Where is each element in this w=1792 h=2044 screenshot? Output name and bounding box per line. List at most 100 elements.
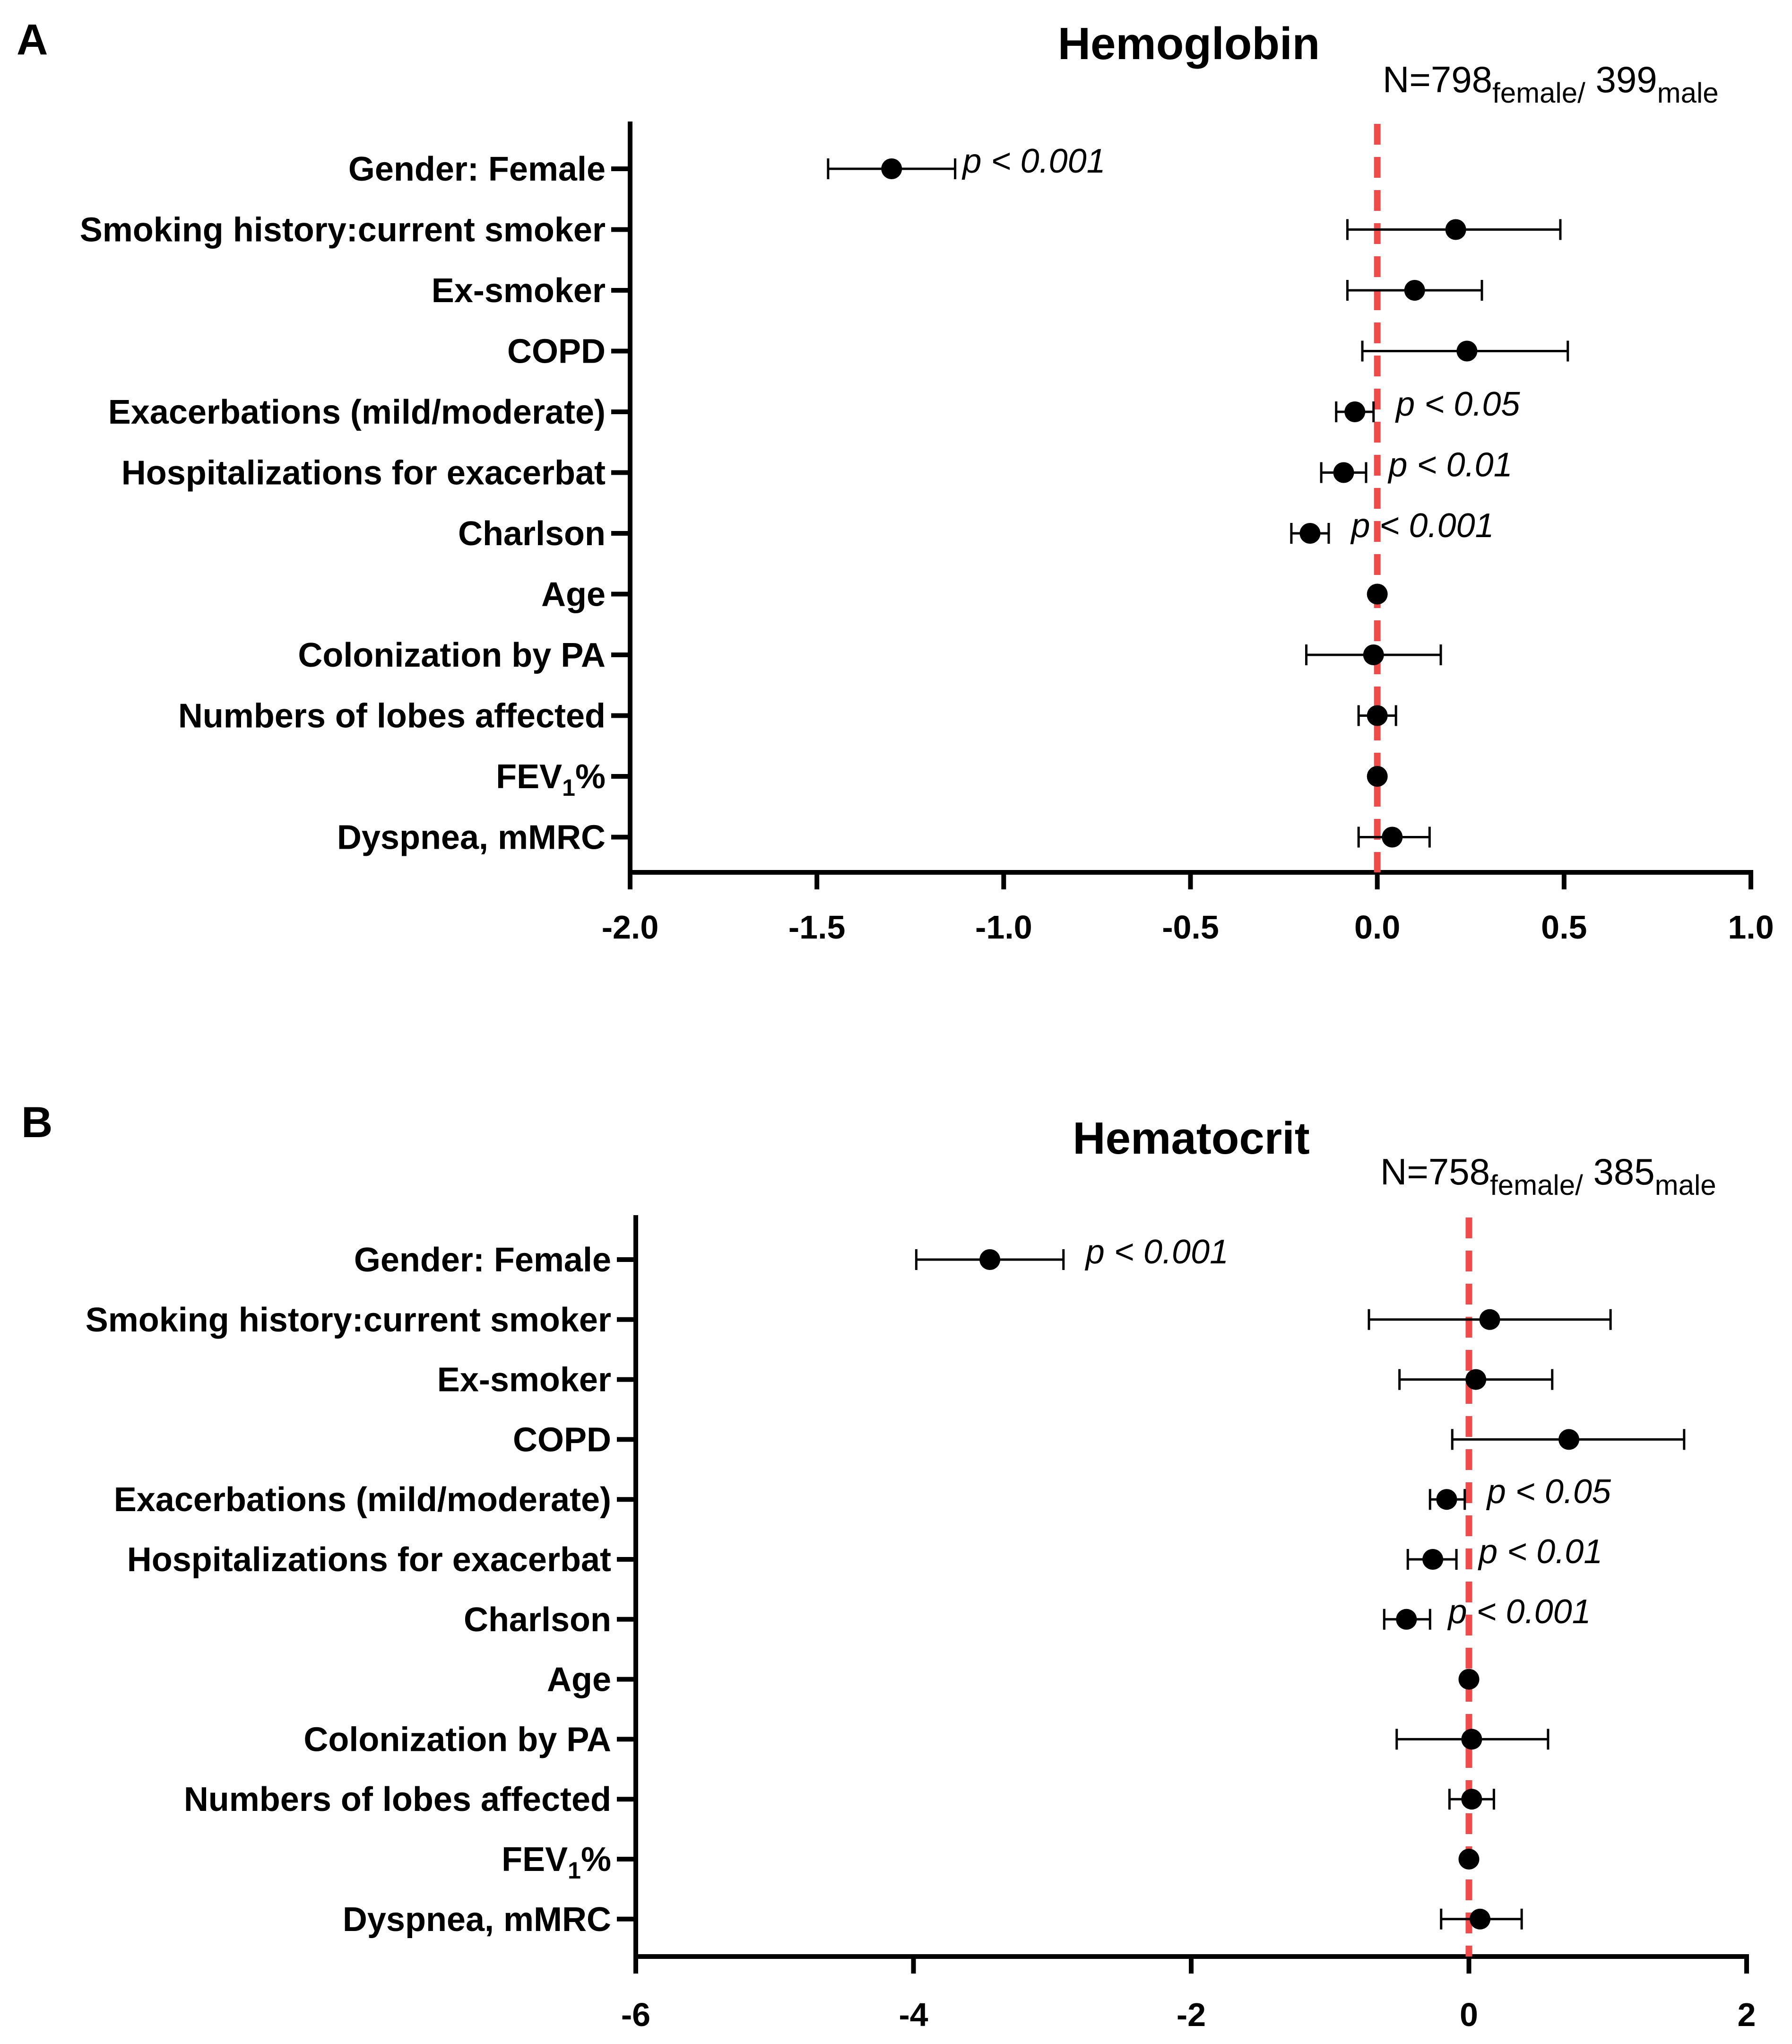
hemoglobin-estimate-point (881, 158, 902, 179)
hemoglobin-estimate-point (1382, 826, 1403, 848)
hemoglobin-estimate-point (1333, 462, 1354, 483)
x-tick-label: -0.5 (1162, 909, 1219, 946)
hematocrit-panel: B Hematocrit N=758female/ 385male -6 -4 -2 0 2 G… (21, 1098, 1756, 2033)
x-tick-label: -2 (1177, 1996, 1206, 2033)
hematocrit-estimate-point (1465, 1369, 1487, 1390)
p-value-annotation: p < 0.001 (1447, 1593, 1591, 1631)
n-male-label: male (1657, 77, 1719, 109)
category-label-suffix: % (575, 758, 606, 796)
category-label-text: Smoking history:current smoker (86, 1301, 611, 1339)
panel-letter: A (17, 16, 48, 64)
n-female-count: N=798 (1383, 59, 1492, 100)
x-tick-label: -1.5 (788, 909, 846, 946)
hematocrit-estimate-point (1422, 1549, 1444, 1570)
n-male-label: male (1655, 1169, 1716, 1201)
category-label: Smoking history:current smoker (86, 1301, 611, 1339)
category-label-text: Charlson (458, 515, 606, 553)
category-label-text: Colonization by PA (298, 636, 606, 674)
p-value-annotation: p < 0.01 (1387, 446, 1512, 484)
category-label-text: Dyspnea, mMRC (337, 819, 606, 857)
x-tick-label: 1.0 (1728, 909, 1774, 946)
sample-size-annotation: N=758female/ 385male (1380, 1151, 1716, 1201)
sample-size-annotation: N=798female/ 399male (1383, 59, 1719, 109)
hemoglobin-estimate-point (1404, 280, 1425, 301)
n-female-count: N=758 (1380, 1151, 1490, 1192)
hematocrit-estimate-point (1436, 1489, 1457, 1510)
category-label-text: COPD (513, 1421, 611, 1459)
category-label: Ex-smoker (437, 1361, 611, 1399)
category-label: Gender: Female (354, 1241, 611, 1279)
category-label-subscript: 1 (568, 1857, 581, 1884)
x-tick-label: -6 (621, 1996, 650, 2033)
category-label: Colonization by PA (303, 1721, 611, 1758)
hemoglobin-estimate-point (1367, 766, 1388, 787)
n-female-label: female/ (1490, 1169, 1583, 1201)
category-label: Exacerbations (mild/moderate) (108, 393, 606, 431)
p-value-annotation: p < 0.05 (1486, 1473, 1611, 1511)
category-label-suffix: % (581, 1841, 611, 1879)
hemoglobin-estimate-point (1299, 523, 1321, 544)
n-female-label: female/ (1492, 77, 1585, 109)
category-label: Exacerbations (mild/moderate) (114, 1481, 611, 1519)
category-label: Numbers of lobes affected (184, 1781, 611, 1818)
p-value-annotation: p < 0.001 (961, 142, 1105, 180)
category-label-text: Dyspnea, mMRC (343, 1901, 611, 1939)
category-label: FEV1% (496, 758, 606, 801)
category-label: Ex-smoker (432, 272, 606, 310)
category-label-text: Hospitalizations for exacerbat (127, 1541, 611, 1579)
category-label: COPD (513, 1421, 611, 1459)
n-male-count: 399 (1585, 59, 1657, 100)
category-label: Numbers of lobes affected (178, 697, 606, 735)
category-label-text: Ex-smoker (432, 272, 606, 310)
category-label: FEV1% (502, 1841, 611, 1884)
category-label: Colonization by PA (298, 636, 606, 674)
category-label: Charlson (464, 1601, 611, 1639)
p-value-annotation: p < 0.01 (1478, 1533, 1602, 1571)
hemoglobin-estimate-point (1445, 219, 1466, 240)
category-label-text: Ex-smoker (437, 1361, 611, 1399)
x-tick-label: -1.0 (975, 909, 1032, 946)
category-label: Smoking history:current smoker (80, 211, 606, 249)
chart-title: Hematocrit (1073, 1113, 1309, 1164)
category-label-text: Age (541, 576, 606, 614)
x-tick-label: -2.0 (602, 909, 659, 946)
category-label: Hospitalizations for exacerbat (121, 454, 606, 492)
category-label: COPD (507, 333, 606, 371)
hemoglobin-estimate-point (1367, 705, 1388, 726)
hemoglobin-estimate-point (1363, 644, 1384, 665)
category-label-text: Smoking history:current smoker (80, 211, 606, 249)
hematocrit-estimate-point (1396, 1609, 1417, 1630)
category-label: Charlson (458, 515, 606, 553)
chart-title: Hemoglobin (1058, 18, 1320, 69)
p-value-annotation: p < 0.05 (1395, 385, 1520, 423)
hematocrit-estimate-point (1461, 1729, 1482, 1750)
category-label-text: Gender: Female (354, 1241, 611, 1279)
hematocrit-estimate-point (1458, 1669, 1480, 1690)
p-value-annotation: p < 0.001 (1085, 1233, 1229, 1271)
category-label-text: FEV (496, 758, 562, 796)
category-label-text: Numbers of lobes affected (184, 1781, 611, 1818)
n-male-count: 385 (1583, 1151, 1655, 1192)
p-value-annotation: p < 0.001 (1350, 507, 1494, 545)
category-label-text: Numbers of lobes affected (178, 697, 606, 735)
hemoglobin-estimate-point (1456, 340, 1478, 362)
hematocrit-estimate-point (1458, 1849, 1480, 1870)
category-label: Gender: Female (348, 150, 606, 188)
category-label: Hospitalizations for exacerbat (127, 1541, 611, 1579)
hemoglobin-estimate-point (1367, 583, 1388, 605)
hematocrit-estimate-point (1461, 1789, 1482, 1810)
category-label-text: Colonization by PA (303, 1721, 611, 1758)
hemoglobin-estimate-point (1344, 401, 1366, 422)
hematocrit-estimate-point (1470, 1908, 1490, 1930)
hematocrit-estimate-point (1479, 1309, 1500, 1330)
category-label: Age (541, 576, 606, 614)
x-tick-label: 0.0 (1354, 909, 1400, 946)
category-label-text: FEV (502, 1841, 568, 1879)
panel-letter: B (21, 1098, 52, 1147)
category-label-subscript: 1 (562, 774, 575, 801)
category-label-text: Age (547, 1661, 611, 1699)
x-tick-label: -4 (899, 1996, 928, 2033)
category-label-text: Gender: Female (348, 150, 606, 188)
category-label: Age (547, 1661, 611, 1699)
